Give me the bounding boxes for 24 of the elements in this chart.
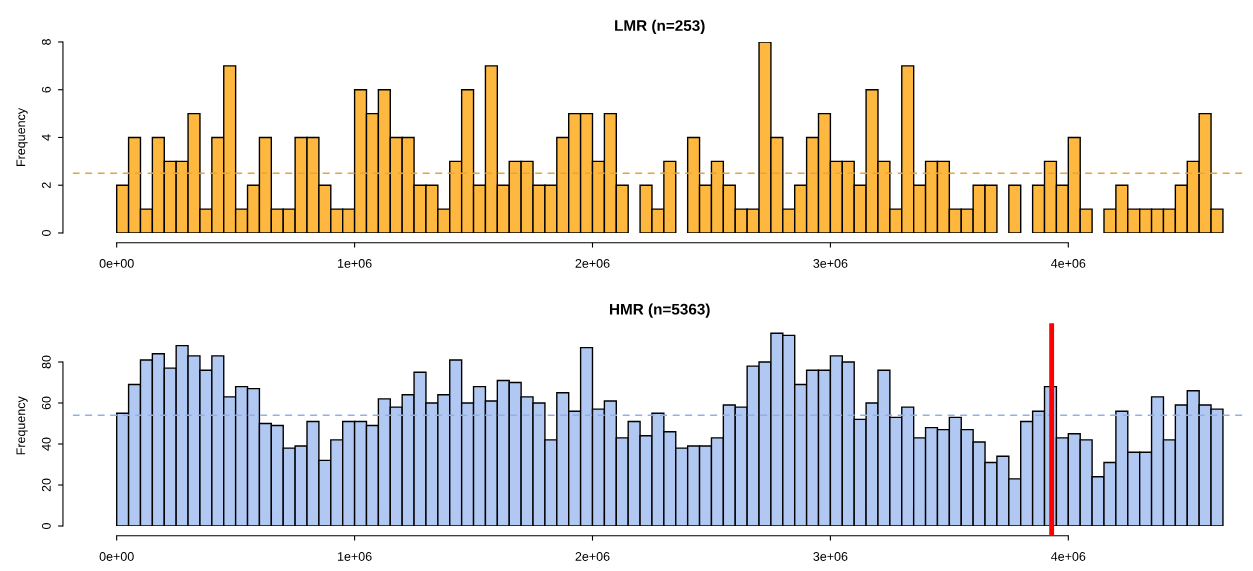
x-tick-label: 3e+06 (813, 258, 848, 268)
x-tick-label: 2e+06 (575, 552, 610, 561)
x-tick-label: 0e+00 (99, 552, 134, 561)
x-tick-label: 0e+00 (99, 258, 134, 268)
y-tick-label: 40 (41, 437, 51, 451)
x-tick-label: 4e+06 (1051, 552, 1086, 561)
x-tick-label: 1e+06 (337, 552, 372, 561)
chart-title: LMR (n=253) (615, 19, 705, 35)
y-tick-label: 0 (41, 523, 51, 529)
x-tick-label: 3e+06 (813, 552, 848, 561)
y-axis-title: Frequency (16, 107, 28, 166)
y-tick-label: 20 (41, 478, 51, 492)
y-axis-title: Frequency (16, 396, 28, 455)
y-tick-label: 6 (41, 86, 51, 93)
y-tick-label: 80 (41, 355, 51, 369)
x-tick-label: 2e+06 (575, 258, 610, 268)
y-tick-label: 4 (42, 134, 51, 141)
y-tick-label: 8 (41, 39, 51, 45)
x-tick-label: 4e+06 (1051, 258, 1086, 268)
y-tick-label: 2 (41, 182, 51, 189)
y-tick-label: 60 (41, 396, 51, 410)
chart-title: HMR (n=5363) (610, 303, 710, 318)
x-tick-label: 1e+06 (337, 258, 372, 268)
y-tick-label: 0 (41, 229, 51, 236)
